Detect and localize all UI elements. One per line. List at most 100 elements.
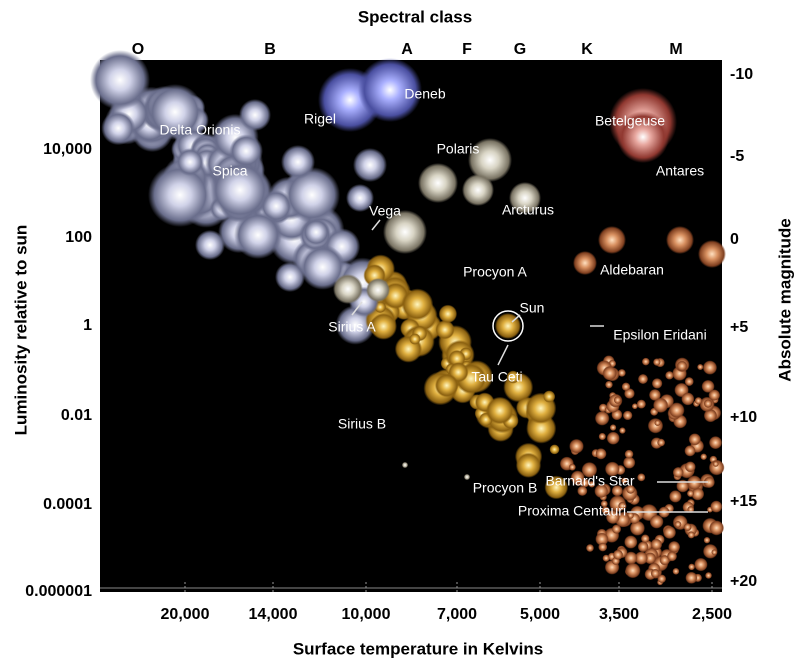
star: [666, 226, 694, 254]
star: [176, 148, 204, 176]
spectral-class: M: [669, 41, 682, 58]
left-tick-label: 1: [83, 317, 92, 334]
star: [651, 539, 663, 551]
star: [195, 230, 225, 260]
star-label: Antares: [656, 163, 704, 179]
star: [586, 544, 594, 552]
left-tick-label: 0.000001: [25, 583, 92, 600]
star: [90, 50, 150, 110]
star: [663, 526, 676, 539]
star: [281, 145, 315, 179]
star: [708, 389, 720, 401]
right-tick-label: 0: [730, 231, 739, 248]
star-label: Deneb: [404, 86, 445, 102]
star: [239, 99, 271, 131]
star-label: Polaris: [437, 141, 480, 157]
star: [607, 432, 620, 445]
star: [418, 163, 458, 203]
star: [599, 433, 606, 440]
star: [353, 148, 387, 182]
star-label: Arcturus: [502, 202, 554, 218]
star: [402, 462, 408, 468]
star: [614, 396, 622, 404]
star: [632, 403, 638, 409]
star: [439, 305, 457, 323]
star: [435, 374, 459, 398]
star-label: Betelgeuse: [595, 113, 665, 129]
star: [687, 490, 694, 497]
star: [573, 251, 597, 275]
star: [638, 541, 649, 552]
star: [638, 374, 648, 384]
right-tick-label: +20: [730, 573, 757, 590]
star: [569, 439, 584, 454]
star: [695, 397, 703, 405]
bottom-tick-label: 20,000: [161, 606, 210, 623]
star: [674, 521, 681, 528]
star: [637, 473, 645, 481]
star: [673, 467, 684, 478]
star: [669, 402, 685, 418]
star: [622, 382, 631, 391]
star: [657, 439, 665, 447]
star: [651, 569, 660, 578]
spectral-class: G: [514, 41, 526, 58]
bottom-tick-label: 14,000: [249, 606, 298, 623]
hr-diagram: Spectral classOBAFGKM10,00010010.010.000…: [0, 0, 797, 665]
star: [550, 444, 560, 454]
star-label: Epsilon Eridani: [613, 327, 706, 343]
star: [435, 320, 454, 339]
star: [148, 163, 212, 227]
star: [652, 378, 663, 389]
star: [653, 398, 668, 413]
star: [619, 427, 626, 434]
y2-axis-title: Absolute magnitude: [775, 218, 794, 381]
star: [569, 464, 576, 471]
star-label: Vega: [369, 203, 401, 219]
star: [711, 549, 717, 555]
left-tick-label: 10,000: [43, 141, 92, 158]
star: [625, 450, 634, 459]
star-label: Spica: [212, 163, 247, 179]
star: [543, 390, 555, 402]
star: [698, 240, 726, 268]
spectral-class: F: [462, 41, 472, 58]
star: [669, 490, 682, 503]
star: [366, 278, 390, 302]
star: [668, 541, 680, 553]
bottom-tick-label: 5,000: [520, 606, 560, 623]
star-label: Barnard's Star: [545, 473, 634, 489]
star-label: Tau Ceti: [471, 369, 522, 385]
star: [275, 262, 305, 292]
star: [602, 366, 617, 381]
star: [703, 360, 717, 374]
star: [618, 369, 626, 377]
star: [689, 433, 701, 445]
star: [516, 453, 541, 478]
star: [672, 568, 679, 575]
star: [654, 420, 660, 426]
star-label: Delta Orionis: [160, 122, 241, 138]
y-axis-title: Luminosity relative to sun: [11, 225, 30, 436]
right-tick-label: -5: [730, 148, 744, 165]
right-tick-label: +5: [730, 319, 748, 336]
star-label: Sun: [520, 300, 545, 316]
bottom-tick-label: 2,500: [692, 606, 732, 623]
star: [694, 558, 708, 572]
star: [681, 392, 694, 405]
star: [610, 424, 617, 431]
title: Spectral class: [358, 7, 472, 26]
star: [464, 474, 470, 480]
star: [687, 475, 702, 490]
star: [462, 174, 494, 206]
star-label: Sirius B: [338, 416, 386, 432]
star: [598, 542, 607, 551]
spectral-class: A: [401, 41, 413, 58]
left-tick-label: 0.0001: [43, 496, 92, 513]
star: [486, 397, 514, 425]
star: [685, 572, 697, 584]
star: [688, 531, 695, 538]
star: [653, 358, 661, 366]
star: [709, 436, 722, 449]
star: [333, 274, 363, 304]
